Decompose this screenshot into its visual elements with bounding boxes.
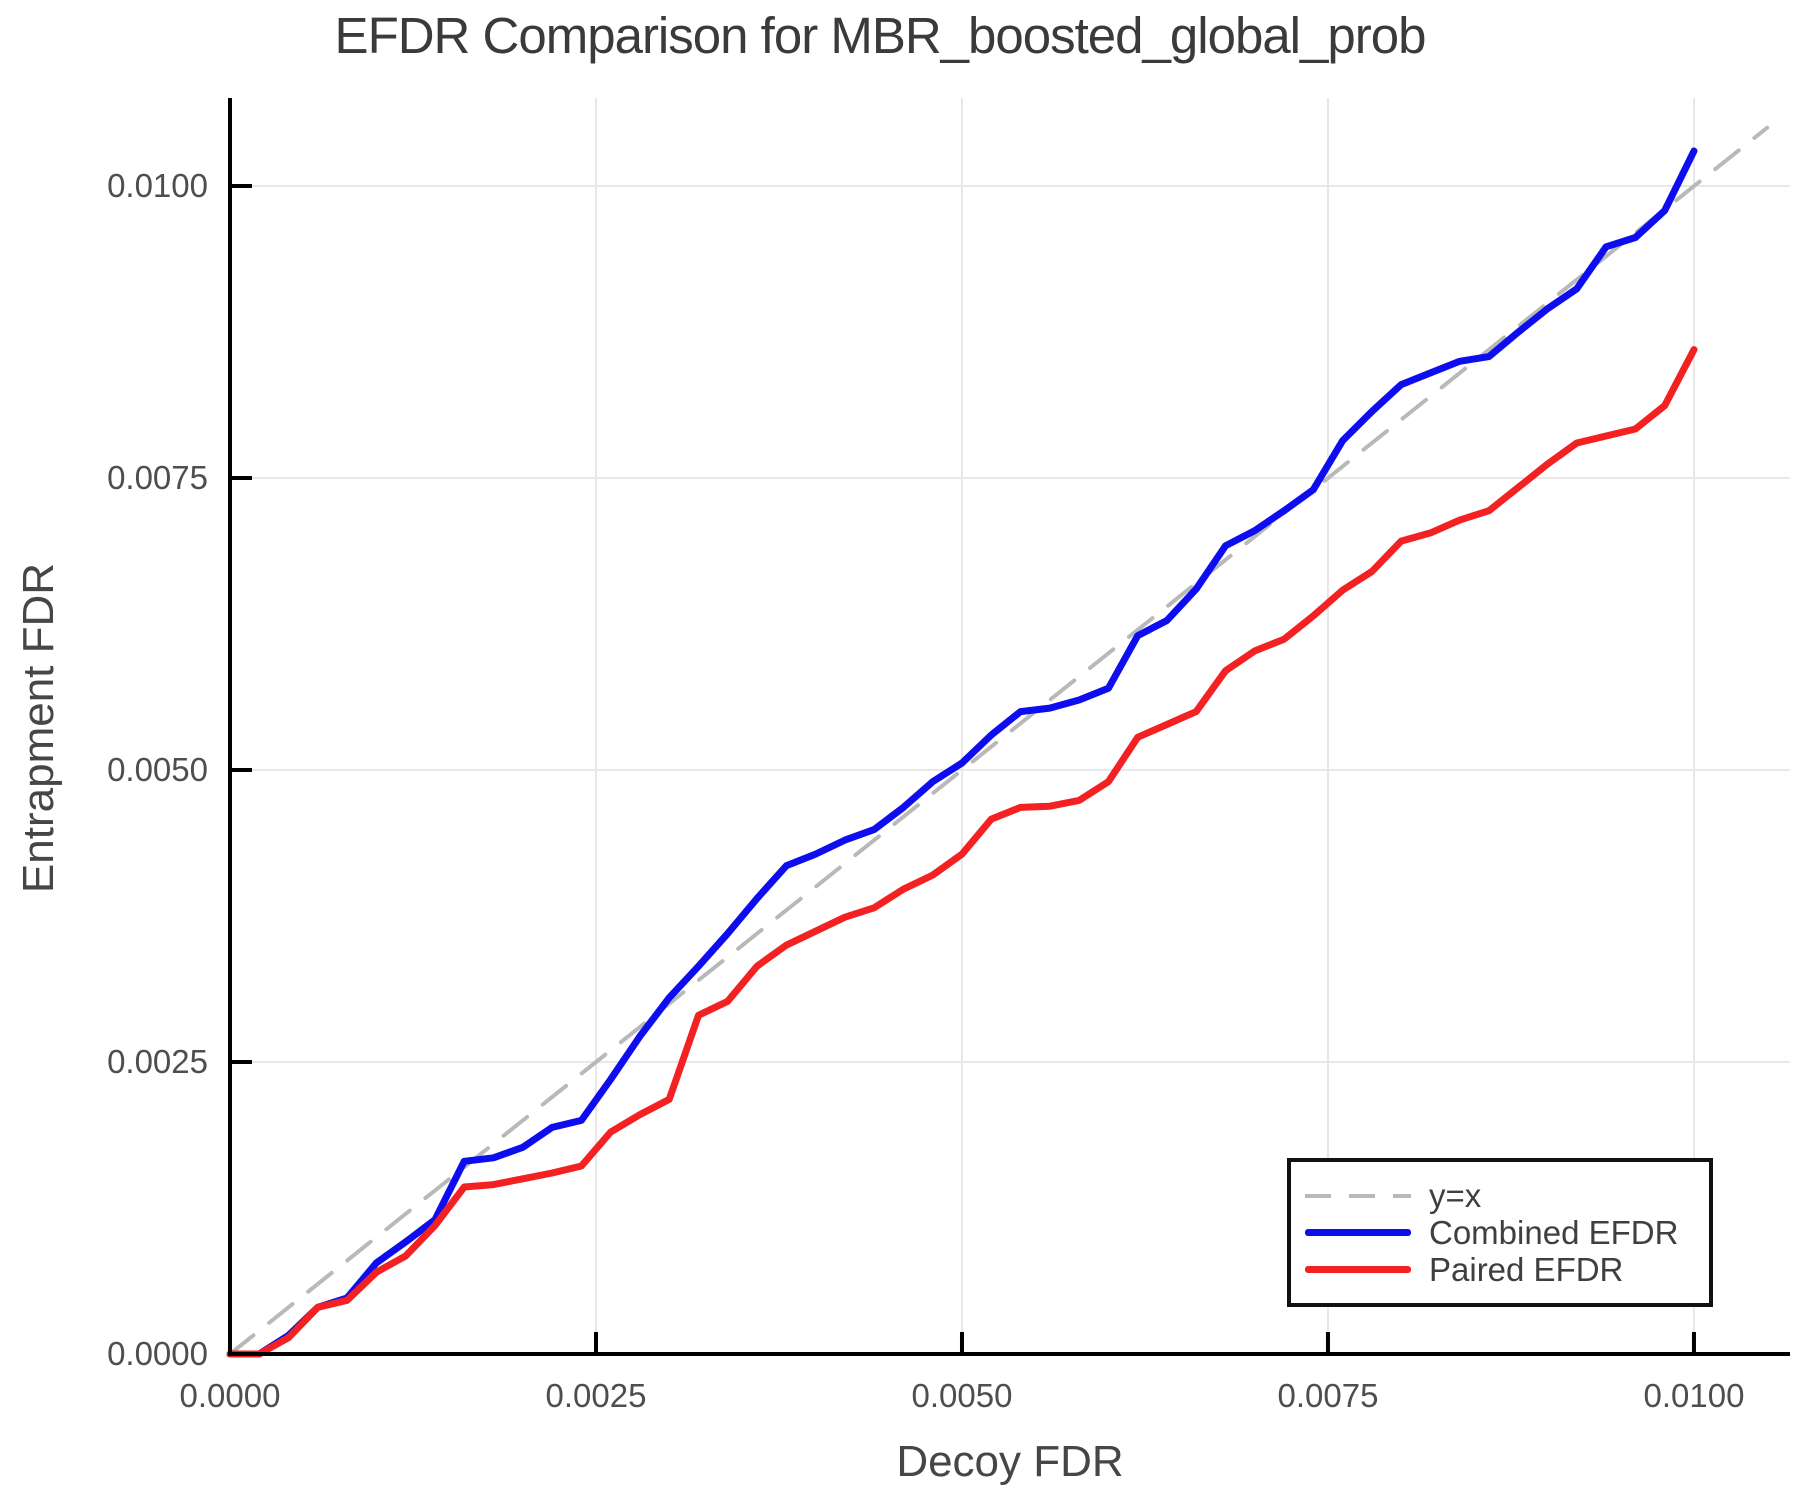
legend-label: Paired EFDR bbox=[1429, 1250, 1624, 1288]
y-axis-title: Entrapment FDR bbox=[14, 562, 63, 894]
legend-line-swatch bbox=[1305, 1229, 1411, 1236]
x-tick-label: 0.0050 bbox=[911, 1377, 1013, 1414]
legend-row: Paired EFDR bbox=[1305, 1251, 1709, 1288]
series-line-combined-efdr bbox=[226, 147, 1698, 1358]
chart-title: EFDR Comparison for MBR_boosted_global_p… bbox=[334, 7, 1427, 64]
y-tick-label: 0.0000 bbox=[107, 1335, 208, 1372]
legend-line-swatch bbox=[1305, 1266, 1411, 1273]
legend-label: Combined EFDR bbox=[1429, 1213, 1679, 1251]
x-axis-title: Decoy FDR bbox=[896, 1437, 1124, 1486]
legend-label: y=x bbox=[1429, 1176, 1482, 1214]
y-tick-label: 0.0075 bbox=[107, 459, 208, 497]
x-tick-label: 0.0025 bbox=[545, 1377, 647, 1414]
series-line-paired-efdr bbox=[226, 346, 1698, 1358]
x-tick-label: 0.0100 bbox=[1643, 1377, 1745, 1414]
legend: y=x Combined EFDR Paired EFDR bbox=[1287, 1158, 1713, 1307]
y-tick-label: 0.0025 bbox=[107, 1043, 208, 1081]
series-line-y-x bbox=[228, 125, 1770, 1356]
legend-row: y=x bbox=[1305, 1177, 1709, 1214]
x-tick-label: 0.0000 bbox=[179, 1377, 281, 1414]
y-tick-label: 0.0100 bbox=[107, 167, 208, 205]
legend-row: Combined EFDR bbox=[1305, 1214, 1709, 1251]
y-tick-label: 0.0050 bbox=[107, 751, 208, 789]
legend-dashed-line-swatch bbox=[1305, 1193, 1411, 1198]
x-tick-label: 0.0075 bbox=[1277, 1377, 1379, 1414]
